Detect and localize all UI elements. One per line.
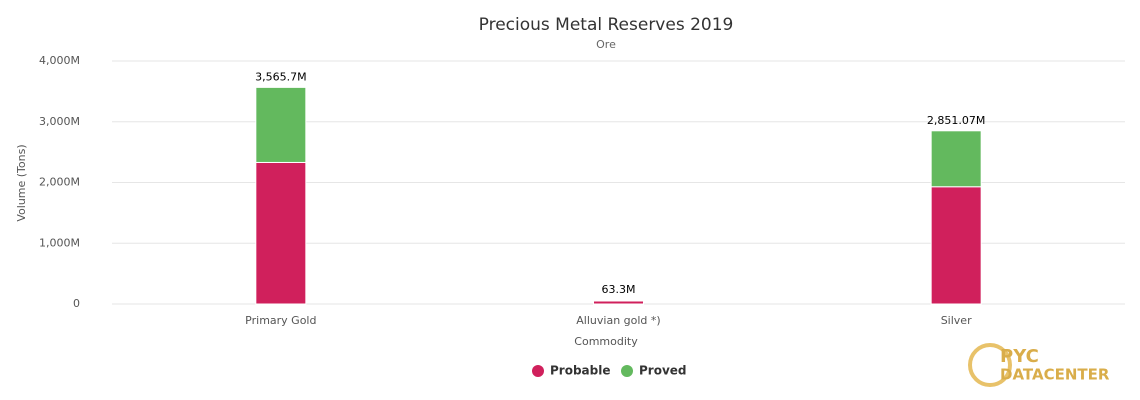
y-tick-label: 0 xyxy=(73,297,80,310)
legend-label: Proved xyxy=(639,364,687,378)
chart-title: Precious Metal Reserves 2019 xyxy=(479,15,734,35)
y-tick-label: 3,000M xyxy=(39,115,80,128)
total-label: 3,565.7M xyxy=(255,70,306,83)
x-tick-label: Primary Gold xyxy=(245,314,316,327)
logo: PYC DATACENTER xyxy=(968,343,1110,387)
legend-marker xyxy=(532,365,544,377)
x-tick-label: Alluvian gold *) xyxy=(576,314,660,327)
bar-segment xyxy=(255,86,307,163)
chart-subtitle: Ore xyxy=(596,38,616,51)
bar-segment xyxy=(930,186,982,305)
logo-text: PYC xyxy=(1000,346,1039,367)
x-tick-label: Silver xyxy=(941,314,972,327)
logo-mark xyxy=(968,343,1012,387)
total-label: 63.3M xyxy=(602,283,636,296)
y-tick-label: 4,000M xyxy=(39,54,80,67)
legend-label: Probable xyxy=(550,364,611,378)
legend-marker xyxy=(621,365,633,377)
bar-segment xyxy=(255,161,307,305)
total-label: 2,851.07M xyxy=(927,114,985,127)
logo-text: DATACENTER xyxy=(1000,366,1110,384)
y-tick-label: 1,000M xyxy=(39,236,80,249)
x-axis-label: Commodity xyxy=(574,335,638,348)
bar-segment xyxy=(593,299,644,302)
y-tick-label: 2,000M xyxy=(39,176,80,189)
bar-segment xyxy=(930,130,982,188)
y-axis-label: Volume (Tons) xyxy=(15,144,28,221)
